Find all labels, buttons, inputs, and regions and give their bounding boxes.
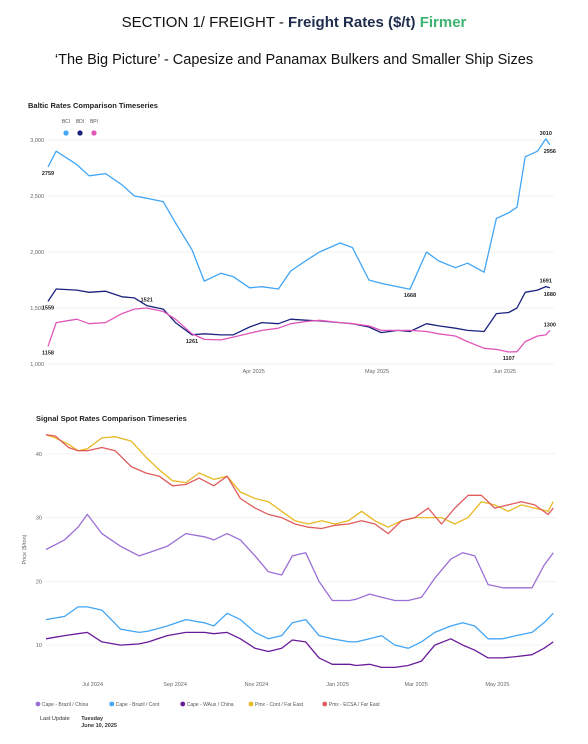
chart-title: Signal Spot Rates Comparison Timeseries [36, 414, 187, 423]
y-tick-label: 2,000 [30, 250, 44, 256]
x-tick-label: May 2025 [365, 369, 389, 375]
title-main: Freight Rates ($/t) [288, 14, 416, 31]
last-update: Last Update Tuesday June 10, 2025 [40, 716, 117, 730]
legend-marker [63, 130, 69, 136]
data-label: 1300 [544, 322, 556, 328]
x-tick-label: Apr 2025 [243, 369, 265, 375]
x-tick-label: Mar 2025 [405, 682, 428, 688]
legend-marker [35, 701, 41, 707]
legend-marker [109, 701, 115, 707]
y-tick-label: 30 [36, 516, 42, 522]
chart-title: Baltic Rates Comparison Timeseries [28, 101, 158, 110]
legend-label: BPI [90, 119, 98, 125]
y-tick-label: 10 [36, 643, 42, 649]
last-update-day: Tuesday [81, 716, 104, 722]
x-tick-label: Jul 2024 [82, 682, 103, 688]
data-label: 2759 [42, 171, 54, 177]
legend-marker [180, 701, 186, 707]
x-tick-label: Sep 2024 [163, 682, 187, 688]
data-label: 1261 [186, 339, 198, 345]
data-label: 1158 [42, 350, 54, 356]
x-tick-label: Jan 2025 [326, 682, 349, 688]
baltic-rates-chart: Baltic Rates Comparison Timeseries 1,000 1… [28, 101, 556, 375]
legend-label: Cape - WAus / China [187, 702, 234, 708]
title-accent: Firmer [419, 14, 467, 31]
data-label: 1107 [503, 356, 515, 362]
legend-marker [322, 701, 328, 707]
x-tick-label: Jun 2025 [493, 369, 516, 375]
last-update-label: Last Update [40, 716, 70, 722]
y-tick-label: 1,500 [30, 306, 44, 312]
y-tick-label: 2,500 [30, 194, 44, 200]
data-label: 3010 [540, 131, 552, 137]
signal-spot-rates-chart: Signal Spot Rates Comparison Timeseries 1… [22, 414, 556, 708]
y-tick-label: 1,000 [30, 362, 44, 368]
data-label: 1559 [42, 305, 54, 311]
page-header: SECTION 1/ FREIGHT - Freight Rates ($/t)… [0, 14, 588, 31]
legend-label: BDI [76, 119, 84, 125]
series-line-cape-brazil-china [45, 513, 554, 602]
last-update-date: June 10, 2025 [81, 723, 117, 729]
series-line-cape-brazil-cont [45, 606, 554, 649]
data-label: 1691 [540, 279, 552, 285]
series-line-pmx-ecsa-far-east [45, 434, 554, 535]
x-tick-label: Nov 2024 [245, 682, 269, 688]
legend-label: Cape - Brazil / Cont [116, 702, 160, 708]
title-prefix: SECTION 1/ FREIGHT - [121, 14, 289, 31]
data-label: 2956 [544, 149, 556, 155]
legend-marker [77, 130, 83, 136]
legend-label: Pmx - Cont / Far East [255, 702, 304, 708]
x-tick-label: May 2025 [485, 682, 509, 688]
y-tick-label: 20 [36, 579, 42, 585]
legend-label: BCI [62, 119, 70, 125]
page-title: SECTION 1/ FREIGHT - Freight Rates ($/t)… [0, 14, 588, 31]
y-tick-label: 3,000 [30, 138, 44, 144]
series-line-cape-waus-china [45, 631, 554, 669]
page-subtitle: ‘The Big Picture’ - Capesize and Panamax… [54, 52, 534, 68]
data-label: 1680 [544, 292, 556, 298]
legend-marker [248, 701, 254, 707]
legend-marker [91, 130, 97, 136]
data-label: 1668 [404, 293, 416, 299]
legend-label: Pmx - ECSA / Far East [329, 702, 380, 708]
y-tick-label: 40 [36, 452, 42, 458]
series-line-bci [47, 138, 551, 290]
y-axis-label: Price ($/ton) [22, 534, 28, 564]
series-line-bpi [47, 307, 551, 353]
last-update-value: Tuesday June 10, 2025 [81, 716, 117, 730]
series-line-pmx-cont-far-east [45, 434, 554, 528]
data-label: 1521 [141, 298, 153, 304]
legend-label: Cape - Brazil / China [42, 702, 88, 708]
series-line-bdi [47, 285, 551, 336]
